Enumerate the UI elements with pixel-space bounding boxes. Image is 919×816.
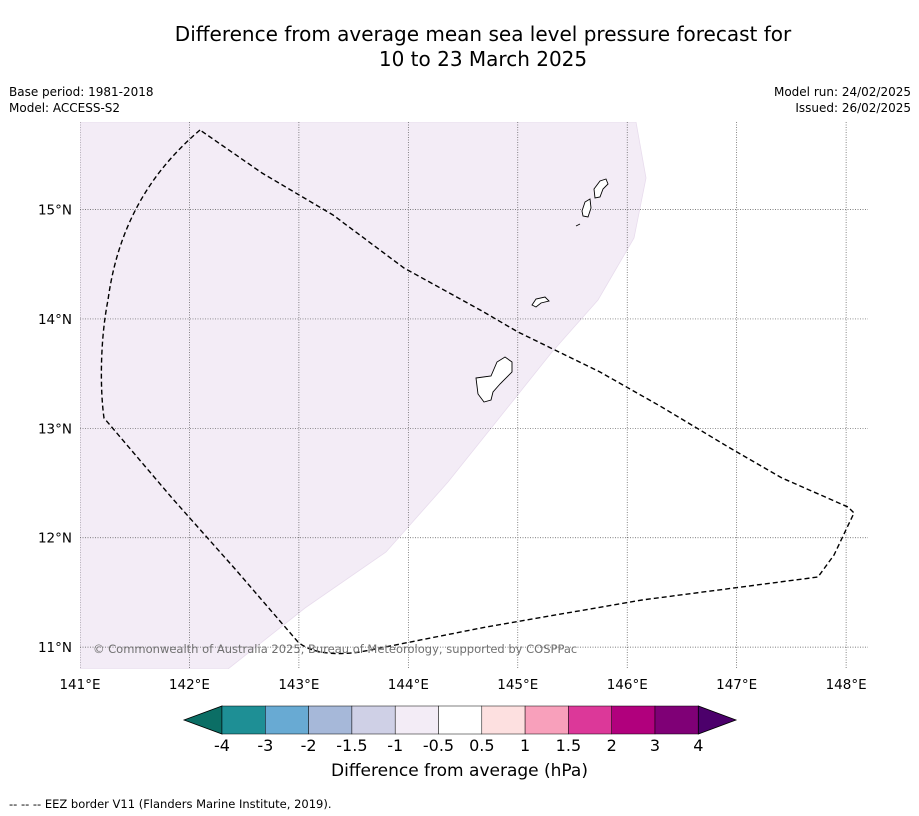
latitude-labels: 15°N 14°N 13°N 12°N 11°N (38, 203, 72, 657)
lon-tick-label: 148°E (826, 677, 867, 693)
colorbar-segment (568, 705, 612, 735)
lon-tick-label: 142°E (169, 677, 210, 693)
footnote: -- -- -- EEZ border V11 (Flanders Marine… (9, 797, 332, 811)
colorbar-tick-label: -0.5 (423, 736, 454, 755)
lon-tick-label: 144°E (388, 677, 429, 693)
map-area (80, 122, 868, 669)
model-text: Model: ACCESS-S2 (9, 101, 121, 115)
colorbar-tick-label: 4 (693, 736, 703, 755)
colorbar-tick-label: -2 (301, 736, 317, 755)
eez-border (100, 129, 855, 655)
title-line-1: Difference from average mean sea level p… (174, 22, 792, 46)
islands (475, 178, 609, 403)
colorbar-segment (394, 705, 439, 735)
lat-tick-label: 12°N (38, 531, 72, 547)
colorbar-tick-label: 1 (520, 736, 530, 755)
longitude-labels: 141°E 142°E 143°E 144°E 145°E 146°E 147°E 148°E (59, 677, 866, 693)
colorbar-tick-label: -1.5 (336, 736, 367, 755)
lon-tick-label: 141°E (59, 677, 100, 693)
model-run-text: Model run: 24/02/2025 (773, 85, 911, 99)
colorbar-segment (524, 705, 569, 735)
colorbar-segment (351, 705, 396, 735)
chart-title: Difference from average mean sea level p… (50, 22, 916, 72)
colorbar-tick-label: 2 (607, 736, 617, 755)
colorbar: -4 -3 -2 -1.5 -1 -0.5 0.5 1 1.5 2 3 4 (182, 705, 738, 755)
copyright-text: © Commonwealth of Australia 2025, Bureau… (93, 642, 577, 656)
colorbar-tick-label: -1 (387, 736, 403, 755)
lon-tick-label: 143°E (278, 677, 319, 693)
issued-text: Issued: 26/02/2025 (795, 101, 911, 115)
colorbar-tick-label: 1.5 (556, 736, 581, 755)
lat-tick-label: 15°N (38, 203, 72, 219)
island-aguijan (575, 223, 581, 227)
colorbar-segment (438, 705, 483, 735)
island-saipan (593, 178, 609, 199)
base-period-text: Base period: 1981-2018 (9, 85, 154, 99)
meta-left: Base period: 1981-2018 Model: ACCESS-S2 (9, 84, 154, 116)
lon-tick-label: 146°E (607, 677, 648, 693)
island-rota (531, 296, 550, 308)
meta-right: Model run: 24/02/2025 Issued: 26/02/2025 (774, 84, 911, 116)
lon-tick-label: 145°E (497, 677, 538, 693)
island-tinian (581, 198, 592, 218)
lat-tick-label: 14°N (38, 312, 72, 328)
colorbar-segment (221, 705, 266, 735)
colorbar-tick-label: -4 (214, 736, 230, 755)
graticule (80, 122, 868, 669)
colorbar-extend-low (182, 705, 223, 735)
colorbar-segment (308, 705, 353, 735)
pressure-anomaly-region (80, 122, 647, 669)
colorbar-extend-high (697, 705, 738, 735)
island-guam (475, 356, 513, 403)
colorbar-label: Difference from average (hPa) (331, 761, 588, 781)
colorbar-tick-label: -3 (257, 736, 273, 755)
lat-tick-label: 11°N (38, 640, 72, 656)
colorbar-tick-label: 3 (650, 736, 660, 755)
colorbar-segment (265, 705, 309, 735)
lat-tick-label: 13°N (38, 421, 72, 437)
colorbar-segment (654, 705, 699, 735)
colorbar-tick-label: 0.5 (469, 736, 494, 755)
lon-tick-label: 147°E (716, 677, 757, 693)
title-line-2: 10 to 23 March 2025 (378, 47, 588, 71)
colorbar-segment (611, 705, 656, 735)
colorbar-segment (481, 705, 526, 735)
